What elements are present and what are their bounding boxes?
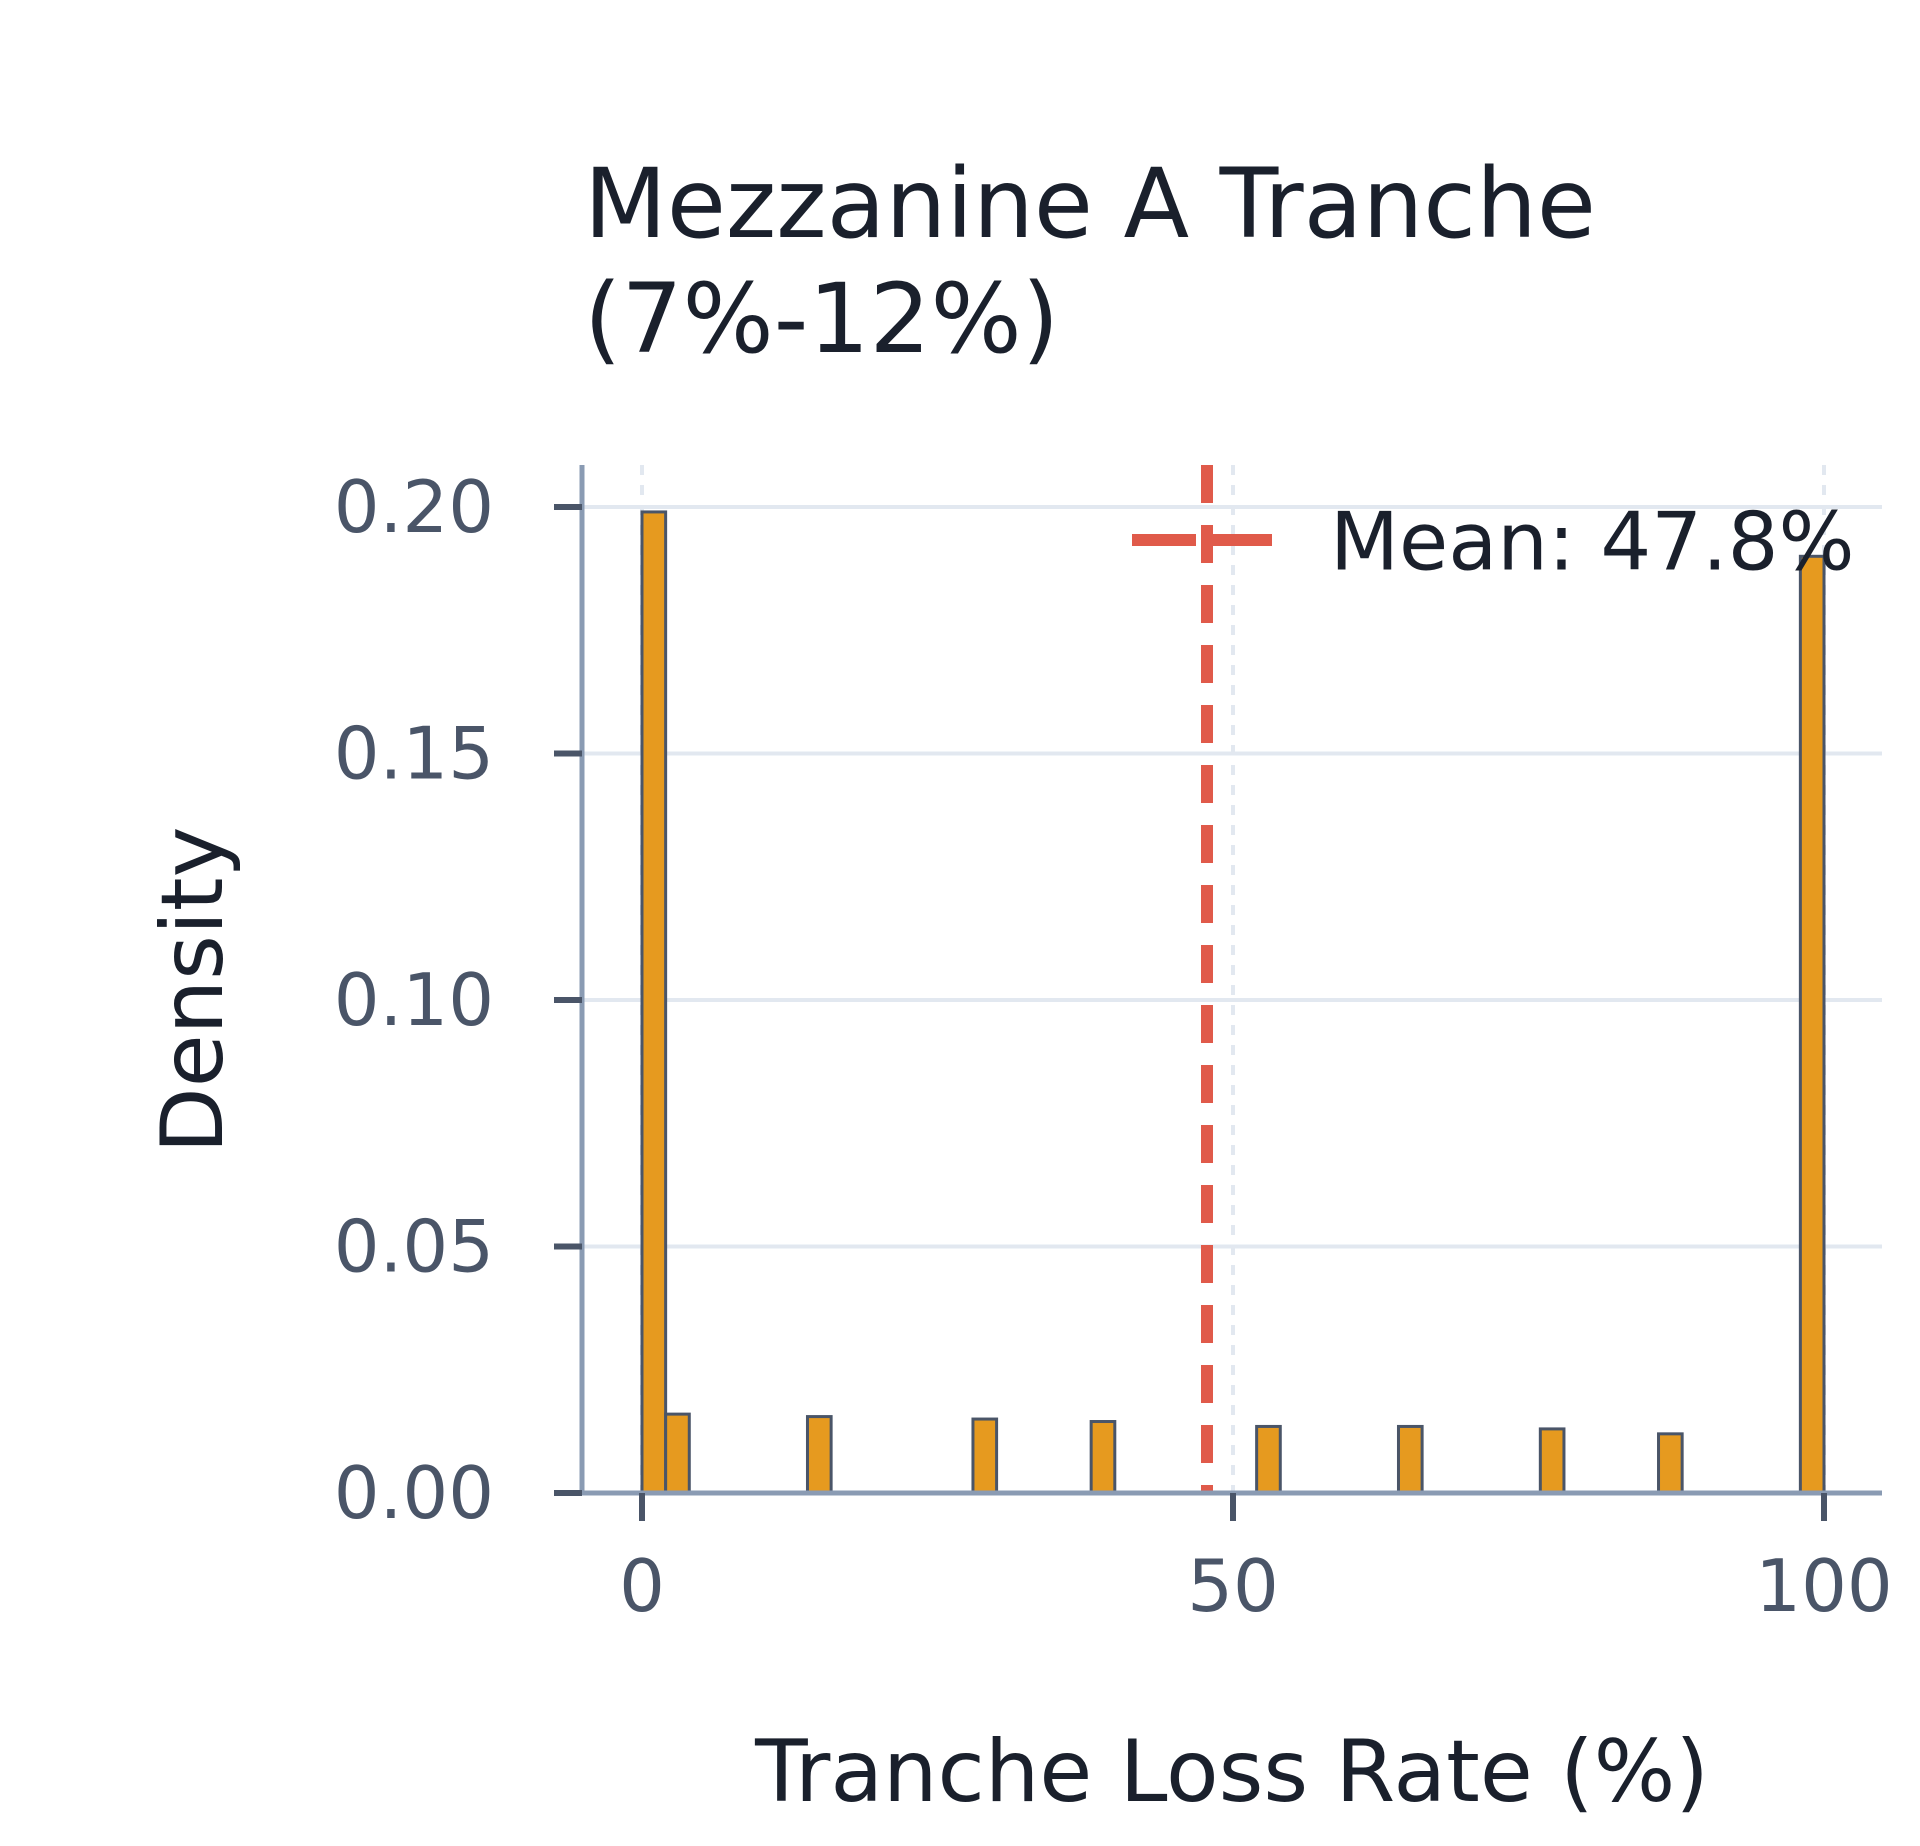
y-tick-label: 0.00	[334, 1451, 494, 1535]
x-tick-label: 50	[1187, 1544, 1279, 1628]
histogram-bar	[1798, 554, 1826, 1495]
chart-title: Mezzanine A Tranche	[584, 148, 1596, 260]
x-tick-label: 100	[1755, 1544, 1892, 1628]
x-tick-label: 0	[619, 1544, 665, 1628]
histogram-bar	[1657, 1432, 1684, 1495]
y-tick-label: 0.15	[334, 712, 494, 796]
y-axis-label: Density	[143, 827, 243, 1154]
y-tick-label: 0.20	[334, 465, 494, 549]
histogram-bar	[971, 1417, 999, 1495]
legend-label-mean: Mean: 47.8%	[1330, 496, 1855, 589]
histogram-bar	[1396, 1424, 1424, 1495]
histogram-bar	[805, 1415, 833, 1495]
histogram-bar	[640, 510, 668, 1495]
x-axis-label: Tranche Loss Rate (%)	[754, 1722, 1709, 1822]
y-tick-label: 0.05	[334, 1205, 494, 1289]
histogram-bar	[1089, 1420, 1117, 1495]
histogram-bar	[1538, 1427, 1566, 1495]
histogram-bar	[664, 1412, 691, 1495]
y-tick-label: 0.10	[334, 958, 494, 1042]
chart-title: (7%-12%)	[584, 263, 1059, 375]
histogram-bar	[1255, 1424, 1282, 1495]
